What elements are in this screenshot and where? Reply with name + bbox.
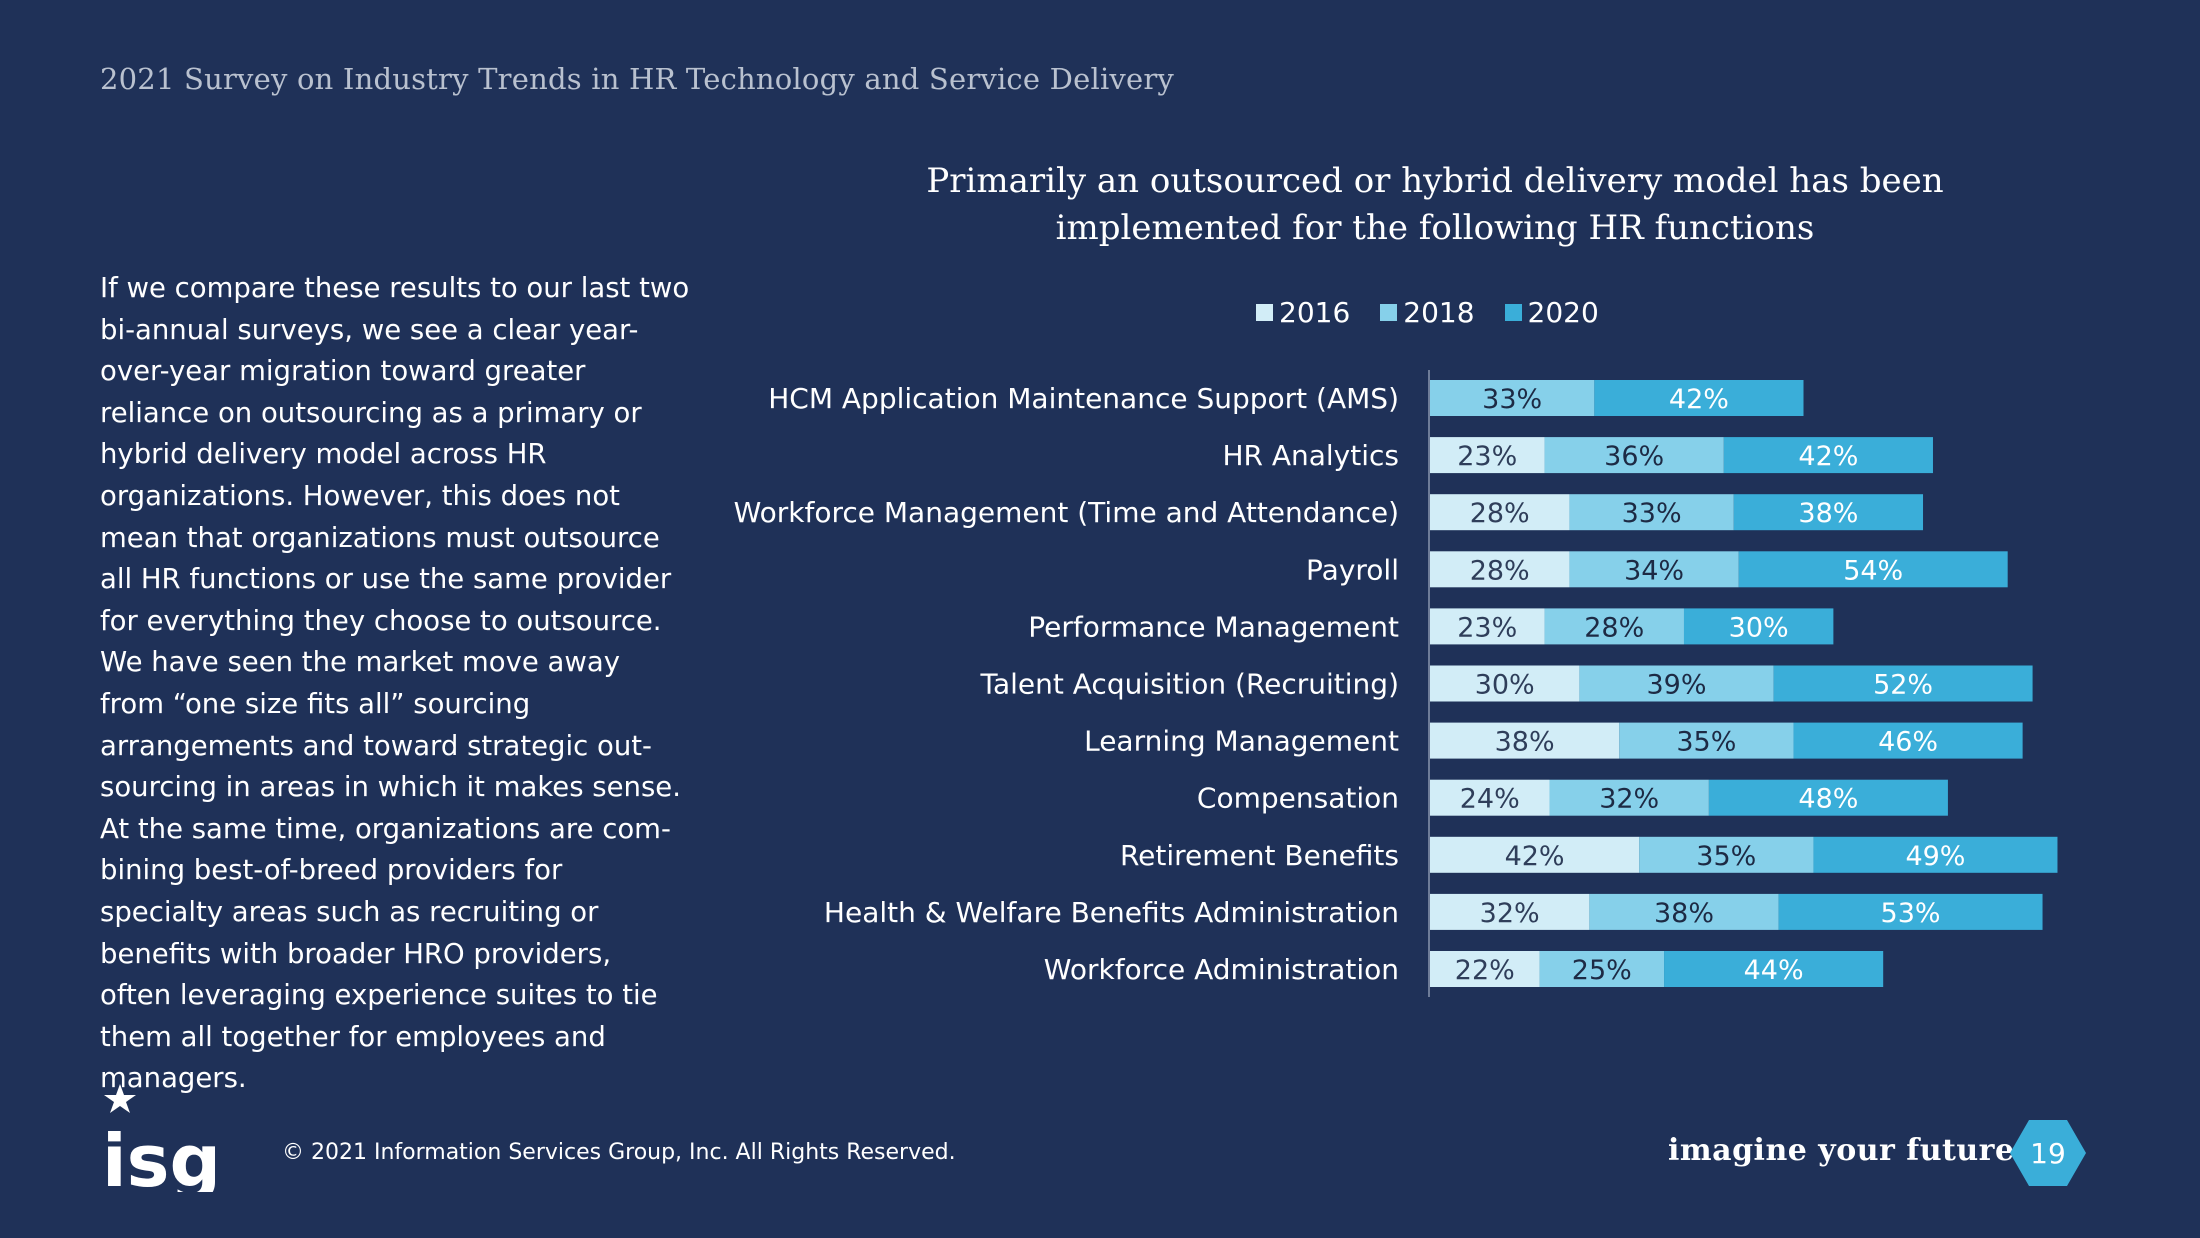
page-number-badge [2010,1120,2086,1186]
bar-segment-2018 [1544,608,1684,645]
data-label-2018: 38% [1654,898,1714,929]
category-label: Learning Management [1084,725,1399,758]
data-label-2020: 53% [1881,898,1941,929]
data-label-2020: 52% [1873,670,1933,701]
bar-segment-2018 [1619,722,1794,759]
bar-segment-2016 [1430,437,1545,474]
data-label-2016: 38% [1495,727,1555,758]
data-label-2018: 35% [1696,841,1756,872]
logo-wordmark: isg [102,1119,221,1192]
data-label-2016: 32% [1480,898,1540,929]
bar-segment-2016 [1430,665,1580,702]
bar-segment-2020 [1733,494,1924,531]
bar-segment-2020 [1664,951,1884,987]
data-label-2016: 23% [1457,441,1517,472]
data-label-2018: 32% [1599,784,1659,815]
data-label-2020: 42% [1798,441,1858,472]
logo-star-icon [104,1084,136,1113]
data-label-2020: 46% [1878,727,1938,758]
category-label: Performance Management [1028,610,1399,643]
legend-swatch-2020 [1504,304,1522,321]
data-label-2020: 38% [1798,498,1858,529]
bar-segment-2020 [1738,551,2008,588]
data-label-2020: 42% [1669,384,1729,415]
legend-label-2018: 2018 [1403,296,1475,329]
tagline: imagine your future® [1668,1133,2046,1168]
chart-title-line-1: Primarily an outsourced or hybrid delive… [926,161,1944,201]
category-label: Workforce Administration [1044,953,1399,986]
data-label-2016: 28% [1470,555,1530,586]
data-label-2018: 34% [1624,555,1684,586]
bar-segment-2018 [1539,951,1665,987]
bar-segment-2020 [1594,380,1804,416]
data-label-2016: 28% [1470,498,1530,529]
bar-segment-2018 [1589,893,1779,930]
category-label: Workforce Management (Time and Attendanc… [734,496,1399,529]
intro-paragraph: If we compare these results to our last … [100,272,690,1095]
bar-segment-2018 [1569,494,1734,531]
data-label-2018: 33% [1622,498,1682,529]
chart-title: Primarily an outsourced or hybrid delive… [800,158,2070,252]
bar-segment-2018 [1549,779,1709,816]
legend-item-2016: 2016 [1256,296,1350,329]
category-label: HR Analytics [1222,439,1399,472]
category-label: Retirement Benefits [1120,839,1399,872]
data-label-2016: 42% [1505,841,1565,872]
data-label-2016: 22% [1455,955,1515,986]
bar-segment-2020 [1708,779,1948,816]
legend-item-2018: 2018 [1380,296,1475,329]
bar-segment-2020 [1773,665,2033,702]
data-label-2020: 49% [1905,841,1965,872]
bar-segment-2016 [1430,608,1545,645]
bar-segment-2018 [1430,380,1595,416]
data-label-2018: 35% [1676,727,1736,758]
hexagon-shape [2010,1120,2086,1186]
data-label-2020: 44% [1744,955,1804,986]
data-label-2020: 30% [1729,612,1789,643]
category-label: Health & Welfare Benefits Administration [824,896,1399,929]
legend-item-2020: 2020 [1504,296,1599,329]
data-label-2020: 54% [1843,555,1903,586]
page-number: 19 [2030,1136,2066,1170]
data-label-2018: 39% [1647,670,1707,701]
data-label-2020: 48% [1798,784,1858,815]
data-label-2016: 24% [1460,784,1520,815]
bar-segment-2018 [1639,836,1814,873]
legend-swatch-2016 [1256,304,1273,321]
bar-segment-2020 [1813,836,2058,873]
category-label: Compensation [1197,782,1399,815]
bar-segment-2020 [1683,608,1834,645]
data-label-2018: 25% [1572,955,1632,986]
data-label-2018: 28% [1584,612,1644,643]
category-label: Payroll [1306,553,1399,586]
header-title: 2021 Survey on Industry Trends in HR Tec… [100,62,1175,96]
bar-segment-2018 [1569,551,1739,588]
category-label: HCM Application Maintenance Support (AMS… [768,382,1399,415]
legend-label-2016: 2016 [1279,296,1351,329]
copyright-text: © 2021 Information Services Group, Inc. … [282,1140,956,1165]
chart-legend: 2016 2018 2020 [1256,296,1599,329]
category-label: Talent Acquisition (Recruiting) [980,668,1400,701]
bar-segment-2020 [1723,437,1933,474]
bar-segment-2016 [1430,722,1620,759]
legend-label-2020: 2020 [1527,296,1599,329]
isg-logo: isg [102,1084,221,1192]
bar-segment-2016 [1430,893,1590,930]
bar-segment-2018 [1579,665,1774,702]
bar-segment-2020 [1778,893,2043,930]
bar-segment-2016 [1430,551,1570,588]
data-label-2018: 36% [1604,441,1664,472]
bar-segment-2020 [1793,722,2023,759]
data-label-2016: 30% [1475,670,1535,701]
bar-segment-2016 [1430,836,1640,873]
bar-segment-2016 [1430,951,1540,987]
bar-segment-2016 [1430,779,1550,816]
chart-title-line-2: implemented for the following HR functio… [1055,208,1815,248]
legend-swatch-2018 [1380,304,1398,321]
stacked-bar-chart: HCM Application Maintenance Support (AMS… [734,370,2058,997]
data-label-2018: 33% [1482,384,1542,415]
bar-segment-2016 [1430,494,1570,531]
bar-segment-2018 [1544,437,1724,474]
data-label-2016: 23% [1457,612,1517,643]
